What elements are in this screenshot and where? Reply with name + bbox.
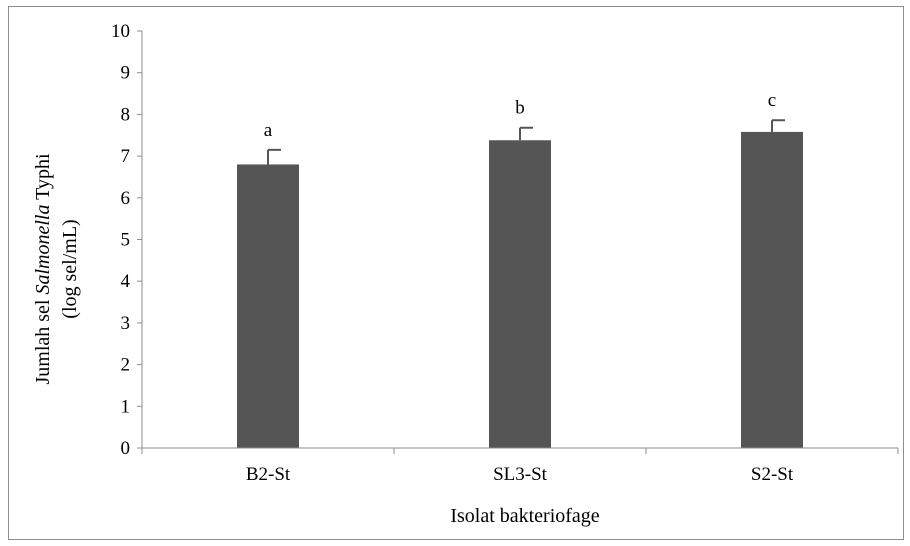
- significance-label: b: [515, 98, 525, 119]
- significance-label: c: [768, 90, 776, 111]
- significance-label: a: [264, 120, 273, 141]
- x-tick-label: SL3-St: [493, 464, 548, 485]
- y-axis-title-unit: (log sel/mL): [59, 219, 81, 318]
- y-axis-title-suffix: Typhi: [32, 153, 54, 204]
- y-tick-label: 3: [121, 313, 131, 334]
- y-tick-label: 9: [121, 63, 131, 84]
- chart-frame: 0 1 2 3 4 5 6 7 8 9 10 a b c B2-St SL3-St S2-St Jumlah…: [8, 6, 904, 540]
- significance-labels: a b c: [264, 90, 776, 141]
- y-tick-label: 8: [121, 104, 131, 125]
- y-axis-title-prefix: Jumlah sel: [32, 295, 54, 385]
- y-tick-label: 5: [121, 230, 131, 251]
- bars: [237, 131, 803, 448]
- bar-sl3-st: [489, 140, 551, 448]
- bar-chart: 0 1 2 3 4 5 6 7 8 9 10 a b c B2-St SL3-St S2-St Jumlah…: [32, 21, 899, 527]
- bar-b2-st: [237, 164, 299, 448]
- y-axis-ticks: 0 1 2 3 4 5 6 7 8 9 10: [111, 21, 142, 459]
- x-axis-ticks: B2-St SL3-St S2-St: [141, 448, 899, 485]
- x-tick-label: B2-St: [246, 464, 291, 485]
- y-axis-title: Jumlah sel Salmonella Typhi: [32, 153, 54, 384]
- y-tick-label: 4: [121, 271, 131, 292]
- y-tick-label: 10: [111, 21, 130, 42]
- y-tick-label: 1: [121, 396, 131, 417]
- y-tick-label: 2: [121, 355, 131, 376]
- y-axis-title-italic: Salmonella: [32, 205, 54, 295]
- error-bars: [267, 119, 785, 165]
- y-tick-label: 6: [121, 188, 131, 209]
- x-axis-title: Isolat bakteriofage: [450, 505, 599, 527]
- y-tick-label: 0: [121, 438, 131, 459]
- bar-s2-st: [741, 131, 803, 448]
- y-tick-label: 7: [121, 146, 131, 167]
- x-tick-label: S2-St: [751, 464, 794, 485]
